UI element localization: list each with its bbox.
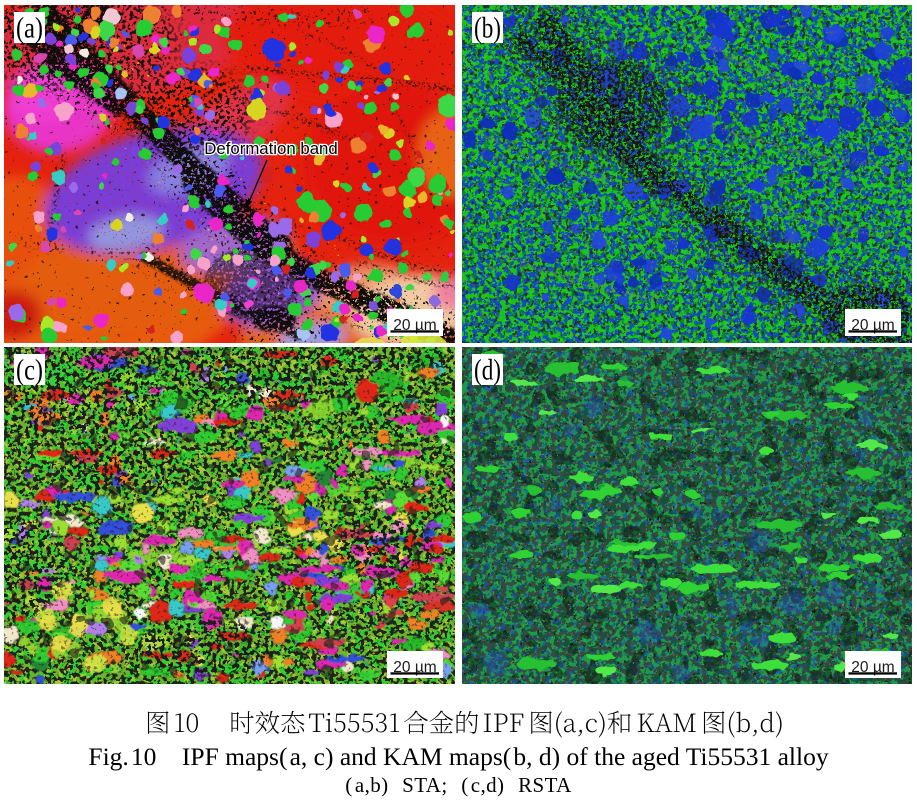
svg-text:(c): (c): [16, 354, 43, 387]
svg-text:Deformation band: Deformation band: [204, 139, 337, 158]
svg-text:20 µm: 20 µm: [851, 317, 894, 334]
svg-text:(b): (b): [474, 12, 501, 45]
svg-text:20 µm: 20 µm: [851, 659, 894, 676]
svg-text:20 µm: 20 µm: [393, 659, 436, 676]
svg-text:(d): (d): [474, 354, 501, 387]
svg-text:20 µm: 20 µm: [393, 317, 436, 334]
svg-text:(a): (a): [16, 12, 43, 45]
